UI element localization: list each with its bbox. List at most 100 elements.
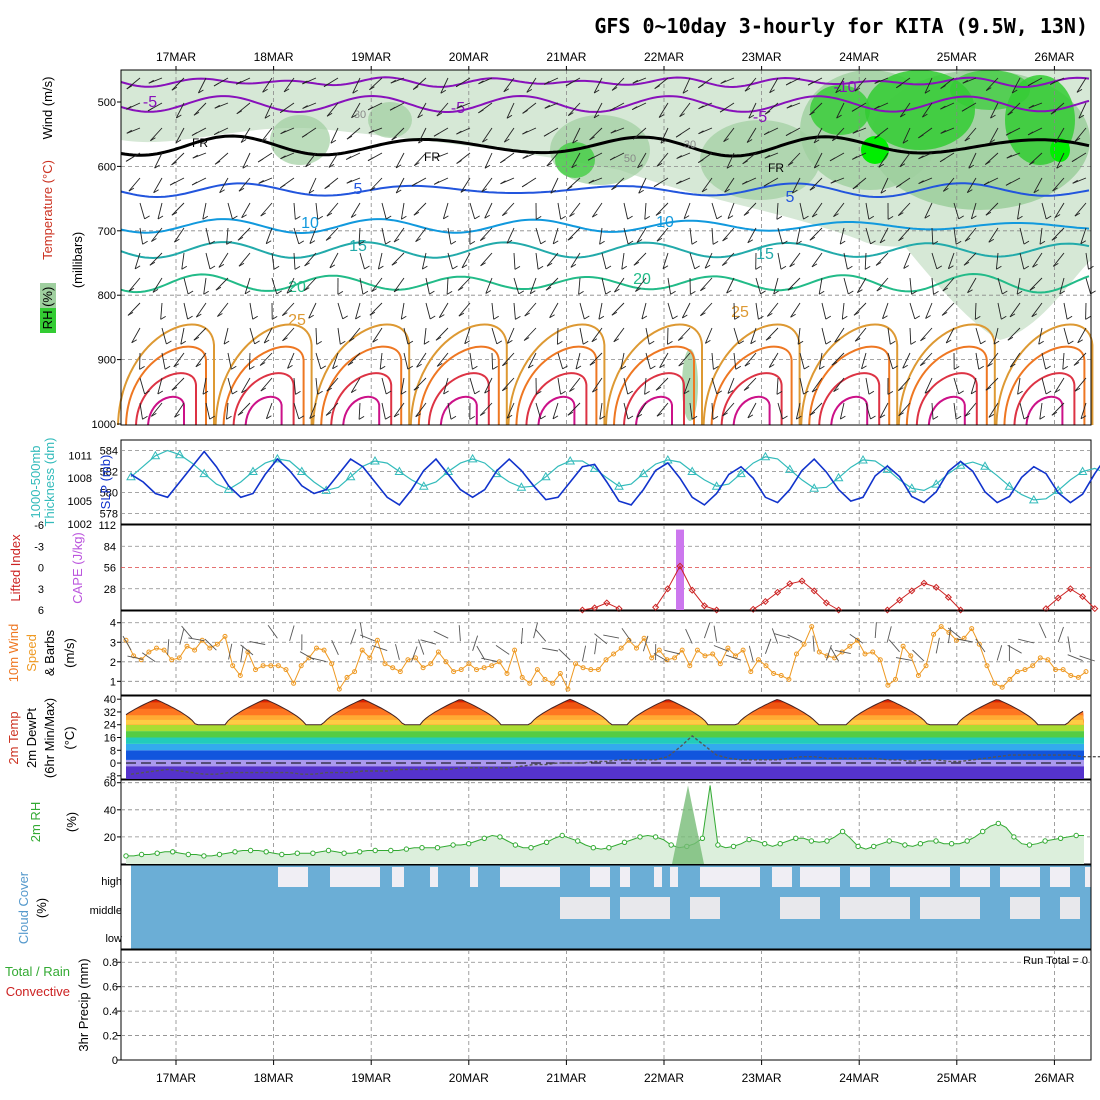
cloud-gap-high <box>1000 867 1040 887</box>
wind-barb-flag <box>340 340 346 345</box>
wind-barb-flag <box>566 186 573 190</box>
wind-barb-flag <box>572 139 578 144</box>
wind-barb <box>598 302 603 320</box>
wind-barb-flag <box>260 387 267 392</box>
wind-barb-flag <box>412 86 419 90</box>
wind-barb <box>214 152 229 165</box>
wind-barb-flag <box>436 112 443 117</box>
top-date-label: 20MAR <box>449 50 489 64</box>
wind-barb-flag <box>818 290 825 295</box>
contour-35 <box>330 372 393 426</box>
wind10-point <box>801 641 807 647</box>
lifted-index-point <box>1079 592 1087 601</box>
wind-barb <box>620 352 625 370</box>
contour-35 <box>232 372 295 426</box>
wind-barb <box>989 127 999 144</box>
wind-barb-flag <box>980 340 986 345</box>
wind-barb-flag <box>675 133 682 138</box>
wind-barb <box>458 302 471 317</box>
wind-barb <box>854 327 867 342</box>
wind-barb <box>638 177 647 194</box>
wind10-point <box>870 649 876 655</box>
wind-barb <box>461 252 471 269</box>
wind-barb-flag <box>345 156 352 160</box>
wind-barb-flag <box>854 87 861 92</box>
bottom-date-label: 21MAR <box>546 1071 586 1085</box>
wind10-barb <box>1079 655 1095 662</box>
wind10-barb <box>476 645 486 661</box>
wind-barb-flag <box>484 214 490 219</box>
wind-barb-flag <box>332 365 338 370</box>
wind10-point <box>550 680 556 686</box>
wind-barb <box>704 252 713 269</box>
wind-barb-flag <box>545 286 552 291</box>
rh2m-point <box>247 847 254 854</box>
wind-barb-flag <box>592 388 598 393</box>
wind-barb-flag <box>391 136 397 141</box>
wind10-barb <box>331 640 339 655</box>
wind-barb <box>1009 352 1021 368</box>
thickness-point <box>1028 494 1039 504</box>
wind-barb-flag <box>797 340 804 345</box>
wind-barb-flag <box>283 88 290 93</box>
temp-band <box>126 759 1084 767</box>
wind-barb-flag <box>679 113 685 117</box>
wind-barb-flag <box>400 390 407 395</box>
wind-barb-flag <box>924 214 931 219</box>
wind-barb-flag <box>279 109 286 113</box>
contour-10 <box>120 218 1090 235</box>
wind-barb-flag <box>932 416 939 420</box>
wind-barb-flag <box>591 338 598 343</box>
wind-barb <box>902 127 911 144</box>
wind-barb-flag <box>785 132 792 136</box>
wind-barb-flag <box>874 80 880 84</box>
rh2m-label-a: 2m RH <box>28 802 43 842</box>
wind-barb <box>821 302 827 320</box>
wind-barb-flag <box>964 412 971 417</box>
wind-barb <box>160 302 163 320</box>
wind-barb-flag <box>209 240 215 245</box>
cape-tick-label: 28 <box>104 584 116 596</box>
wind-barb-flag <box>691 240 698 245</box>
cloud-gap-high <box>1050 867 1070 887</box>
wind-barb-flag <box>1006 154 1013 159</box>
wind10-barb <box>594 638 598 655</box>
rh2m-point <box>575 838 581 844</box>
wind-barb-flag <box>282 337 288 342</box>
wind10-point <box>778 673 784 678</box>
wind-barb-flag <box>1007 336 1014 341</box>
wind-barb-flag <box>1005 131 1012 136</box>
wind-barb <box>795 402 801 420</box>
wind-barb-flag <box>240 139 247 143</box>
wind-barb-flag <box>157 390 164 395</box>
wind10-barb <box>703 622 711 639</box>
wind-barb <box>484 202 493 219</box>
wind-barb-flag <box>738 340 745 345</box>
wind-barb-flag <box>840 415 846 420</box>
wind-barb <box>667 302 674 320</box>
thickness-label-a: 1000-500mb <box>28 446 43 519</box>
cloud-gap-high <box>392 867 404 887</box>
temp-area <box>126 719 1084 725</box>
wind-barb-flag <box>942 287 949 292</box>
wind-barb <box>423 327 427 345</box>
wind-barb-flag <box>764 154 771 159</box>
wind-barb-flag <box>506 414 513 419</box>
wind-barb-flag <box>724 188 730 193</box>
wind-barb-flag <box>298 240 305 245</box>
lifted-index-line <box>752 580 839 611</box>
wind10-barb <box>812 635 815 652</box>
y-tick-label: 20 <box>104 832 116 844</box>
wind-barb <box>864 252 867 270</box>
wind-barb <box>711 402 714 420</box>
wind-barb <box>265 402 273 419</box>
cloud-gap-mid <box>690 897 720 919</box>
wind-barb <box>963 252 977 266</box>
wind10-barb <box>771 628 779 644</box>
wind10-barb <box>975 638 986 653</box>
wind-barb-flag <box>677 337 684 341</box>
panel-frame <box>120 610 1092 696</box>
wind-barb-flag <box>226 415 232 420</box>
rh2m-point <box>621 839 628 845</box>
